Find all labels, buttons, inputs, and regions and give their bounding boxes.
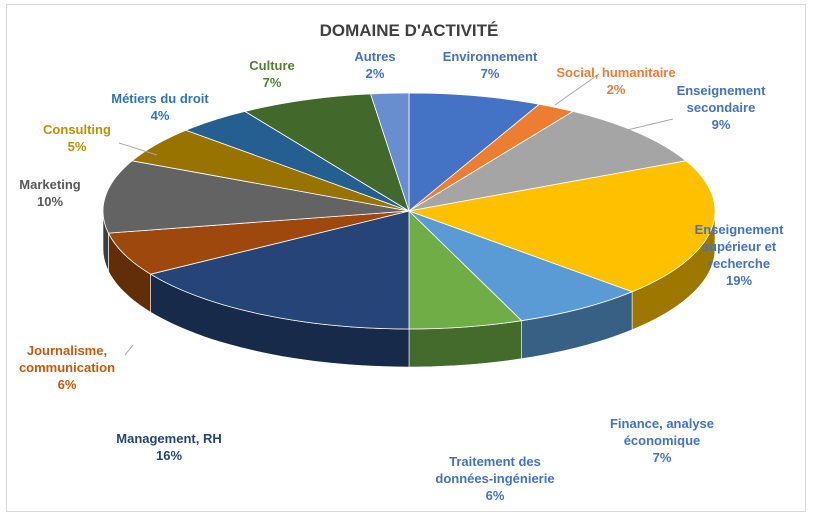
pie-slice-management-rh [149, 210, 410, 330]
data-label-journalisme-communication: Journalisme, communication 6% [19, 343, 115, 392]
data-label-culture: Culture 7% [249, 58, 295, 90]
pie-slice-enseignement-superieur-et-recherche [407, 160, 716, 293]
data-label-finance-analyse-economique: Finance, analyse économique 7% [610, 416, 714, 465]
data-label-consulting: Consulting 5% [43, 122, 111, 154]
leader-line [118, 142, 158, 156]
leader-line [626, 118, 674, 131]
data-label-enseignement-secondaire: Enseignement secondaire 9% [677, 83, 767, 132]
pie-slice-environnement [408, 92, 541, 212]
pie-slice-autres [370, 92, 410, 212]
pie-slice-culture [243, 93, 410, 212]
leader-line [554, 73, 600, 106]
data-label-marketing: Marketing 10% [19, 177, 80, 209]
data-label-environnement: Environnement 7% [443, 49, 538, 81]
pie-slice-marketing [102, 160, 410, 234]
leader-line [124, 344, 134, 356]
pie-slice-finance-analyse-economique [408, 210, 634, 322]
data-label-metiers-du-droit: Métiers du droit 4% [111, 91, 209, 123]
data-label-autres: Autres 2% [354, 49, 395, 81]
data-label-enseignement-superieur-et-recherche: Enseignement supérieur et recherche 19% [695, 222, 785, 288]
data-label-social-humanitaire: Social, humanitaire 2% [556, 65, 675, 97]
chart-title: DOMAINE D'ACTIVITÉ [320, 21, 499, 40]
pie-slice-enseignement-secondaire [408, 110, 687, 212]
data-label-traitement-des-donnees-ingenierie: Traitement des données-ingénierie 6% [435, 454, 554, 503]
data-label-management-rh: Management, RH 16% [116, 431, 221, 463]
pie-chart: DOMAINE D'ACTIVITÉ Environnement 7% Social… [19, 21, 785, 503]
chart-frame: DOMAINE D'ACTIVITÉ Environnement 7% Social… [6, 4, 806, 512]
